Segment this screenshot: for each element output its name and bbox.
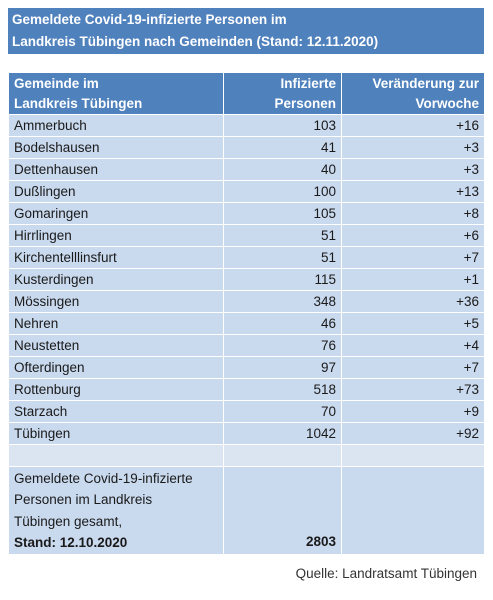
header-municipality-line-2: Landkreis Tübingen	[14, 96, 143, 111]
table-row: Neustetten 76 +4	[8, 334, 485, 357]
total-label-line2: Personen im Landkreis	[14, 492, 153, 507]
table-row: Dettenhausen 40 +3	[8, 158, 485, 181]
cell-change: +9	[341, 400, 485, 423]
empty-row	[8, 444, 485, 467]
cell-change: +8	[341, 202, 485, 225]
cell-change: +73	[341, 378, 485, 401]
cell-infected: 348	[223, 290, 342, 313]
cell-change: +4	[341, 334, 485, 357]
cell-name: Ammerbuch	[8, 114, 224, 137]
cell-change: +1	[341, 268, 485, 291]
table-row: Bodelshausen 41 +3	[8, 136, 485, 159]
cell-infected: 115	[223, 268, 342, 291]
empty-cell	[8, 444, 224, 467]
cell-change: +3	[341, 136, 485, 159]
table-title: Gemeldete Covid-19-infizierte Personen i…	[8, 8, 484, 54]
cell-name: Dettenhausen	[8, 158, 224, 181]
cell-name: Neustetten	[8, 334, 224, 357]
table-row: Mössingen 348 +36	[8, 290, 485, 313]
cell-change: +92	[341, 422, 485, 445]
table-row: Kirchentelllinsfurt 51 +7	[8, 246, 485, 269]
table-row: Gomaringen 105 +8	[8, 202, 485, 225]
cell-infected: 97	[223, 356, 342, 379]
title-line-2: Landkreis Tübingen nach Gemeinden (Stand…	[12, 34, 379, 49]
header-change-line-2: Vorwoche	[415, 96, 479, 111]
total-empty-cell	[341, 465, 485, 555]
cell-name: Rottenburg	[8, 378, 224, 401]
cell-name: Kusterdingen	[8, 268, 224, 291]
total-label-line3: Tübingen gesamt,	[14, 513, 123, 529]
cell-change: +6	[341, 224, 485, 247]
cell-name: Nehren	[8, 312, 224, 335]
cell-name: Gomaringen	[8, 202, 224, 225]
table-row: Kusterdingen 115 +1	[8, 268, 485, 291]
cell-infected: 1042	[223, 422, 342, 445]
infections-table: Gemeinde im Landkreis Tübingen Infiziert…	[8, 72, 485, 555]
empty-cell	[223, 444, 342, 467]
table-row: Dußlingen 100 +13	[8, 180, 485, 203]
total-value: 2803	[223, 465, 342, 555]
source-note: Quelle: Landratsamt Tübingen	[295, 566, 477, 581]
table-row: Rottenburg 518 +73	[8, 378, 485, 401]
cell-name: Bodelshausen	[8, 136, 224, 159]
table-header-row: Gemeinde im Landkreis Tübingen Infiziert…	[8, 72, 485, 115]
header-infected-line-1: Infizierte	[280, 76, 336, 91]
cell-infected: 40	[223, 158, 342, 181]
cell-name: Ofterdingen	[8, 356, 224, 379]
cell-infected: 70	[223, 400, 342, 423]
cell-infected: 41	[223, 136, 342, 159]
cell-infected: 518	[223, 378, 342, 401]
header-municipality: Gemeinde im Landkreis Tübingen	[8, 72, 224, 115]
total-label-line1: Gemeldete Covid-19-infizierte	[14, 470, 193, 486]
cell-infected: 51	[223, 224, 342, 247]
cell-change: +5	[341, 312, 485, 335]
total-label-stand: Stand: 12.10.2020	[14, 535, 128, 550]
cell-infected: 100	[223, 180, 342, 203]
title-line-1: Gemeldete Covid-19-infizierte Personen i…	[12, 12, 287, 27]
cell-infected: 51	[223, 246, 342, 269]
cell-name: Kirchentelllinsfurt	[8, 246, 224, 269]
cell-change: +16	[341, 114, 485, 137]
cell-change: +36	[341, 290, 485, 313]
cell-infected: 105	[223, 202, 342, 225]
cell-change: +7	[341, 356, 485, 379]
table-row: Hirrlingen 51 +6	[8, 224, 485, 247]
header-infected-line-2: Personen	[274, 96, 336, 111]
total-row: Gemeldete Covid-19-infizierte Personen im…	[8, 465, 485, 555]
cell-change: +7	[341, 246, 485, 269]
cell-change: +3	[341, 158, 485, 181]
cell-infected: 46	[223, 312, 342, 335]
header-infected: Infizierte Personen	[223, 72, 342, 115]
cell-infected: 103	[223, 114, 342, 137]
cell-name: Hirrlingen	[8, 224, 224, 247]
cell-change: +13	[341, 180, 485, 203]
cell-name: Tübingen	[8, 422, 224, 445]
cell-name: Mössingen	[8, 290, 224, 313]
header-change-line-1: Veränderung zur	[372, 76, 479, 91]
table-row: Tübingen 1042 +92	[8, 422, 485, 445]
table-row: Starzach 70 +9	[8, 400, 485, 423]
table-row: Nehren 46 +5	[8, 312, 485, 335]
cell-name: Dußlingen	[8, 180, 224, 203]
cell-name: Starzach	[8, 400, 224, 423]
empty-cell	[341, 444, 485, 467]
cell-infected: 76	[223, 334, 342, 357]
table-row: Ammerbuch 103 +16	[8, 114, 485, 137]
header-change: Veränderung zur Vorwoche	[341, 72, 485, 115]
table-row: Ofterdingen 97 +7	[8, 356, 485, 379]
total-label: Gemeldete Covid-19-infizierte Personen im…	[8, 465, 224, 555]
header-municipality-line-1: Gemeinde im	[14, 76, 99, 91]
